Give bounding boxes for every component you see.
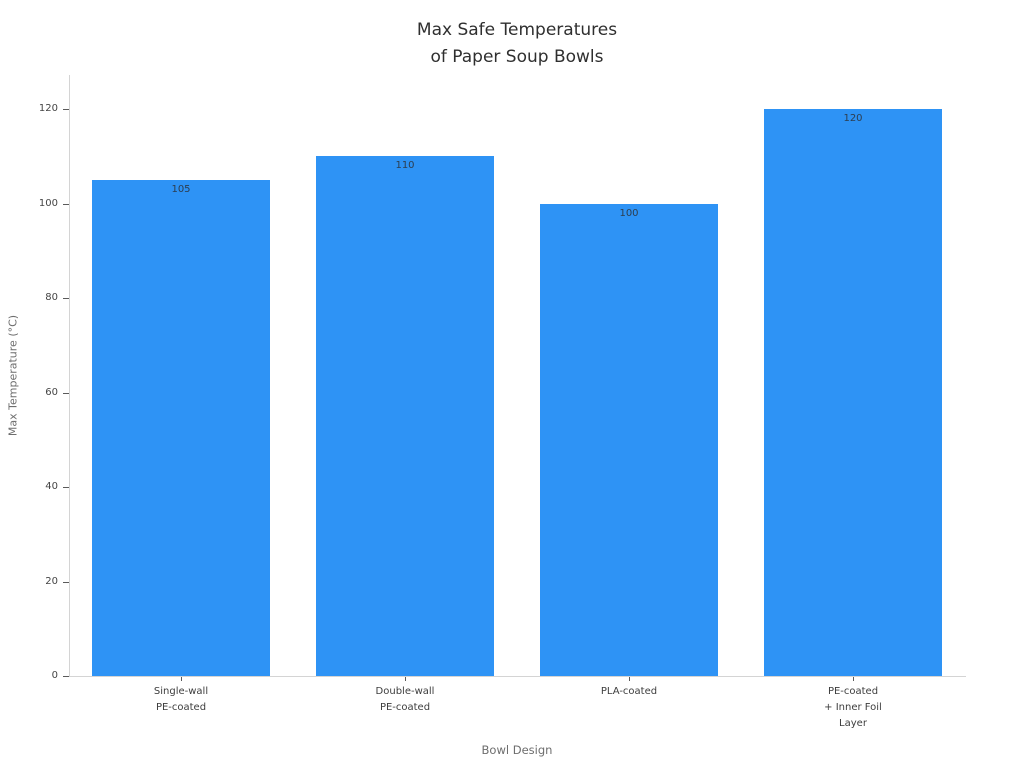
x-axis-title: Bowl Design: [481, 743, 553, 757]
bar: [92, 180, 270, 676]
y-tick-mark: [63, 676, 69, 677]
y-tick-label: 60: [45, 387, 58, 398]
x-tick-mark: [853, 677, 854, 681]
bar: [316, 156, 494, 676]
y-tick-label: 120: [38, 103, 58, 114]
y-tick-mark: [63, 393, 69, 394]
y-tick-mark: [63, 204, 69, 205]
y-axis-title: Max Temperature (°C): [6, 314, 20, 437]
x-tick-mark: [629, 677, 630, 681]
x-tick-label: PE-coated + Inner Foil Layer: [824, 686, 882, 729]
bar-value-label: 120: [843, 113, 863, 124]
x-tick-mark: [405, 677, 406, 681]
x-tick-mark: [181, 677, 182, 681]
y-tick-label: 20: [45, 576, 58, 587]
y-tick-label: 40: [45, 481, 58, 492]
bar: [540, 204, 718, 676]
y-tick-mark: [63, 487, 69, 488]
bar-value-label: 110: [395, 160, 415, 171]
x-tick-label: PLA-coated: [600, 686, 658, 697]
y-tick-label: 0: [51, 670, 58, 681]
y-tick-mark: [63, 582, 69, 583]
y-tick-label: 80: [45, 292, 58, 303]
x-axis-line: [69, 676, 966, 677]
bar-value-label: 105: [171, 184, 191, 195]
bar: [764, 109, 942, 676]
bar-value-label: 100: [619, 208, 639, 219]
chart-title: Max Safe Temperatures of Paper Soup Bowl…: [416, 20, 618, 67]
y-tick-label: 100: [38, 198, 58, 209]
y-axis-line: [69, 75, 70, 677]
x-tick-label: Double-wall PE-coated: [375, 686, 435, 713]
y-tick-mark: [63, 109, 69, 110]
y-tick-mark: [63, 298, 69, 299]
x-tick-label: Single-wall PE-coated: [153, 686, 209, 713]
